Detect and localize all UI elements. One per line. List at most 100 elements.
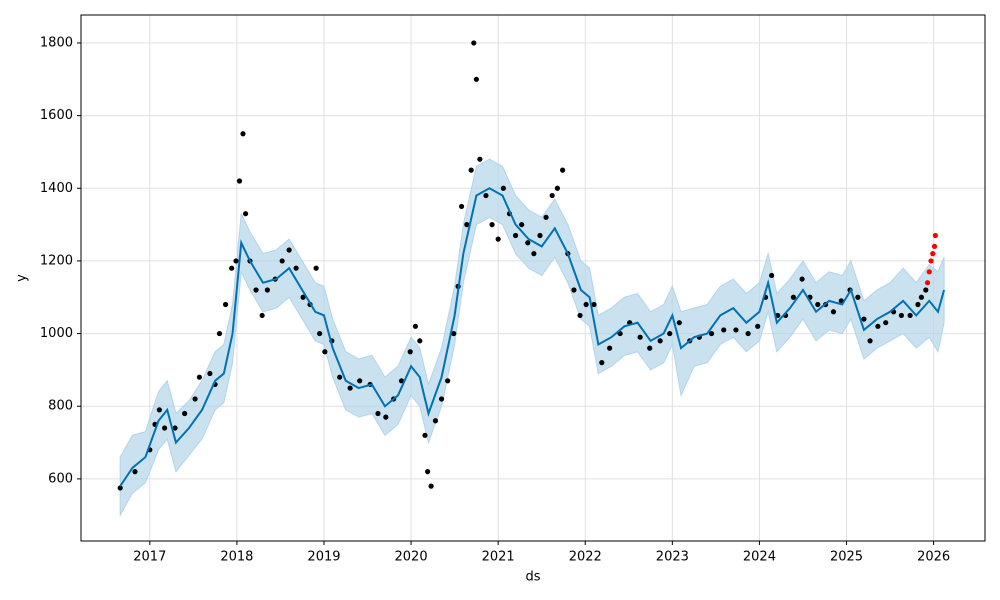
- observed-point: [583, 301, 589, 308]
- observed-point: [417, 338, 423, 344]
- observed-point: [322, 349, 328, 355]
- observed-point: [733, 327, 739, 333]
- observed-point: [907, 312, 913, 319]
- observed-point: [458, 203, 465, 210]
- observed-point: [243, 211, 249, 217]
- x-tick-label: 2018: [220, 550, 253, 565]
- observed-point: [182, 410, 188, 417]
- observed-point: [543, 214, 549, 220]
- observed-point: [591, 301, 597, 308]
- forecast-line: [119, 187, 946, 487]
- observed-point: [855, 294, 861, 300]
- y-tick-label: 1200: [40, 253, 73, 268]
- observed-point: [398, 378, 405, 384]
- observed-point: [755, 323, 761, 329]
- observed-point: [196, 374, 203, 380]
- y-tick-label: 1800: [40, 35, 73, 50]
- observed-point: [549, 192, 555, 199]
- observed-point: [867, 338, 873, 344]
- observed-point: [915, 301, 921, 308]
- observed-point: [599, 360, 605, 366]
- observed-point: [445, 378, 451, 384]
- observed-point: [172, 425, 178, 431]
- observed-point: [918, 294, 925, 300]
- observed-point: [117, 485, 123, 491]
- recent-point: [931, 243, 938, 249]
- observed-point: [721, 327, 727, 333]
- observed-point: [286, 247, 292, 253]
- observed-point: [432, 418, 439, 424]
- uncertainty-band: [119, 158, 945, 518]
- observed-point: [192, 396, 198, 402]
- observed-point: [861, 316, 867, 322]
- observed-point: [554, 185, 560, 191]
- observed-point: [383, 414, 389, 420]
- observed-point: [375, 410, 381, 417]
- observed-point: [769, 272, 775, 279]
- x-tick-label: 2019: [307, 550, 340, 565]
- y-axis-label: y: [15, 274, 30, 282]
- observed-point: [162, 425, 168, 431]
- y-tick-label: 800: [48, 399, 73, 414]
- observed-point: [357, 378, 363, 384]
- observed-point: [500, 185, 506, 191]
- observed-point: [279, 258, 285, 264]
- observed-point: [923, 287, 929, 293]
- observed-point: [883, 320, 889, 326]
- observed-point: [667, 330, 673, 337]
- observed-point: [898, 312, 904, 319]
- x-tick-label: 2025: [830, 550, 863, 565]
- observed-point: [471, 40, 477, 46]
- x-tick-label: 2017: [133, 550, 166, 565]
- observed-point: [830, 309, 837, 315]
- observed-point: [875, 323, 881, 329]
- observed-point: [156, 407, 162, 413]
- recent-point: [928, 258, 934, 264]
- observed-point: [253, 287, 259, 293]
- x-tick-label: 2021: [482, 550, 515, 565]
- observed-point: [222, 301, 229, 308]
- observed-point: [229, 265, 235, 271]
- observed-point: [708, 330, 715, 337]
- observed-point: [464, 222, 470, 228]
- observed-point: [347, 385, 353, 391]
- observed-point: [207, 370, 213, 377]
- observed-point: [317, 330, 323, 337]
- recent-point: [924, 280, 931, 286]
- observed-point: [519, 222, 525, 228]
- plot-frame: [80, 14, 986, 542]
- x-tick-label: 2024: [743, 550, 776, 565]
- observed-point: [264, 287, 270, 293]
- x-axis-label: ds: [525, 570, 540, 585]
- observed-point: [293, 265, 299, 271]
- observed-point: [495, 236, 501, 242]
- observed-point: [647, 345, 653, 351]
- observed-point: [451, 330, 457, 337]
- observed-point: [473, 76, 479, 82]
- observed-point: [483, 192, 489, 199]
- observed-point: [745, 330, 751, 337]
- observed-point: [422, 432, 428, 438]
- x-tick-label: 2022: [569, 550, 602, 565]
- observed-point: [637, 334, 643, 340]
- observed-point: [657, 338, 663, 344]
- observed-point: [132, 469, 138, 475]
- observed-point: [477, 156, 483, 162]
- y-tick-label: 1400: [40, 181, 73, 196]
- observed-point: [300, 294, 306, 300]
- observed-point: [560, 167, 566, 173]
- observed-point: [607, 345, 613, 351]
- observed-point: [489, 222, 495, 228]
- observed-point: [337, 374, 343, 380]
- y-tick-label: 1000: [40, 326, 73, 341]
- observed-point: [216, 330, 223, 337]
- observed-point: [468, 167, 474, 173]
- observed-point: [799, 276, 805, 282]
- observed-point: [525, 240, 531, 246]
- observed-point: [313, 265, 319, 271]
- y-tick-label: 1600: [40, 108, 73, 123]
- observed-point: [428, 483, 434, 489]
- observed-point: [259, 312, 265, 319]
- observed-point: [240, 131, 246, 137]
